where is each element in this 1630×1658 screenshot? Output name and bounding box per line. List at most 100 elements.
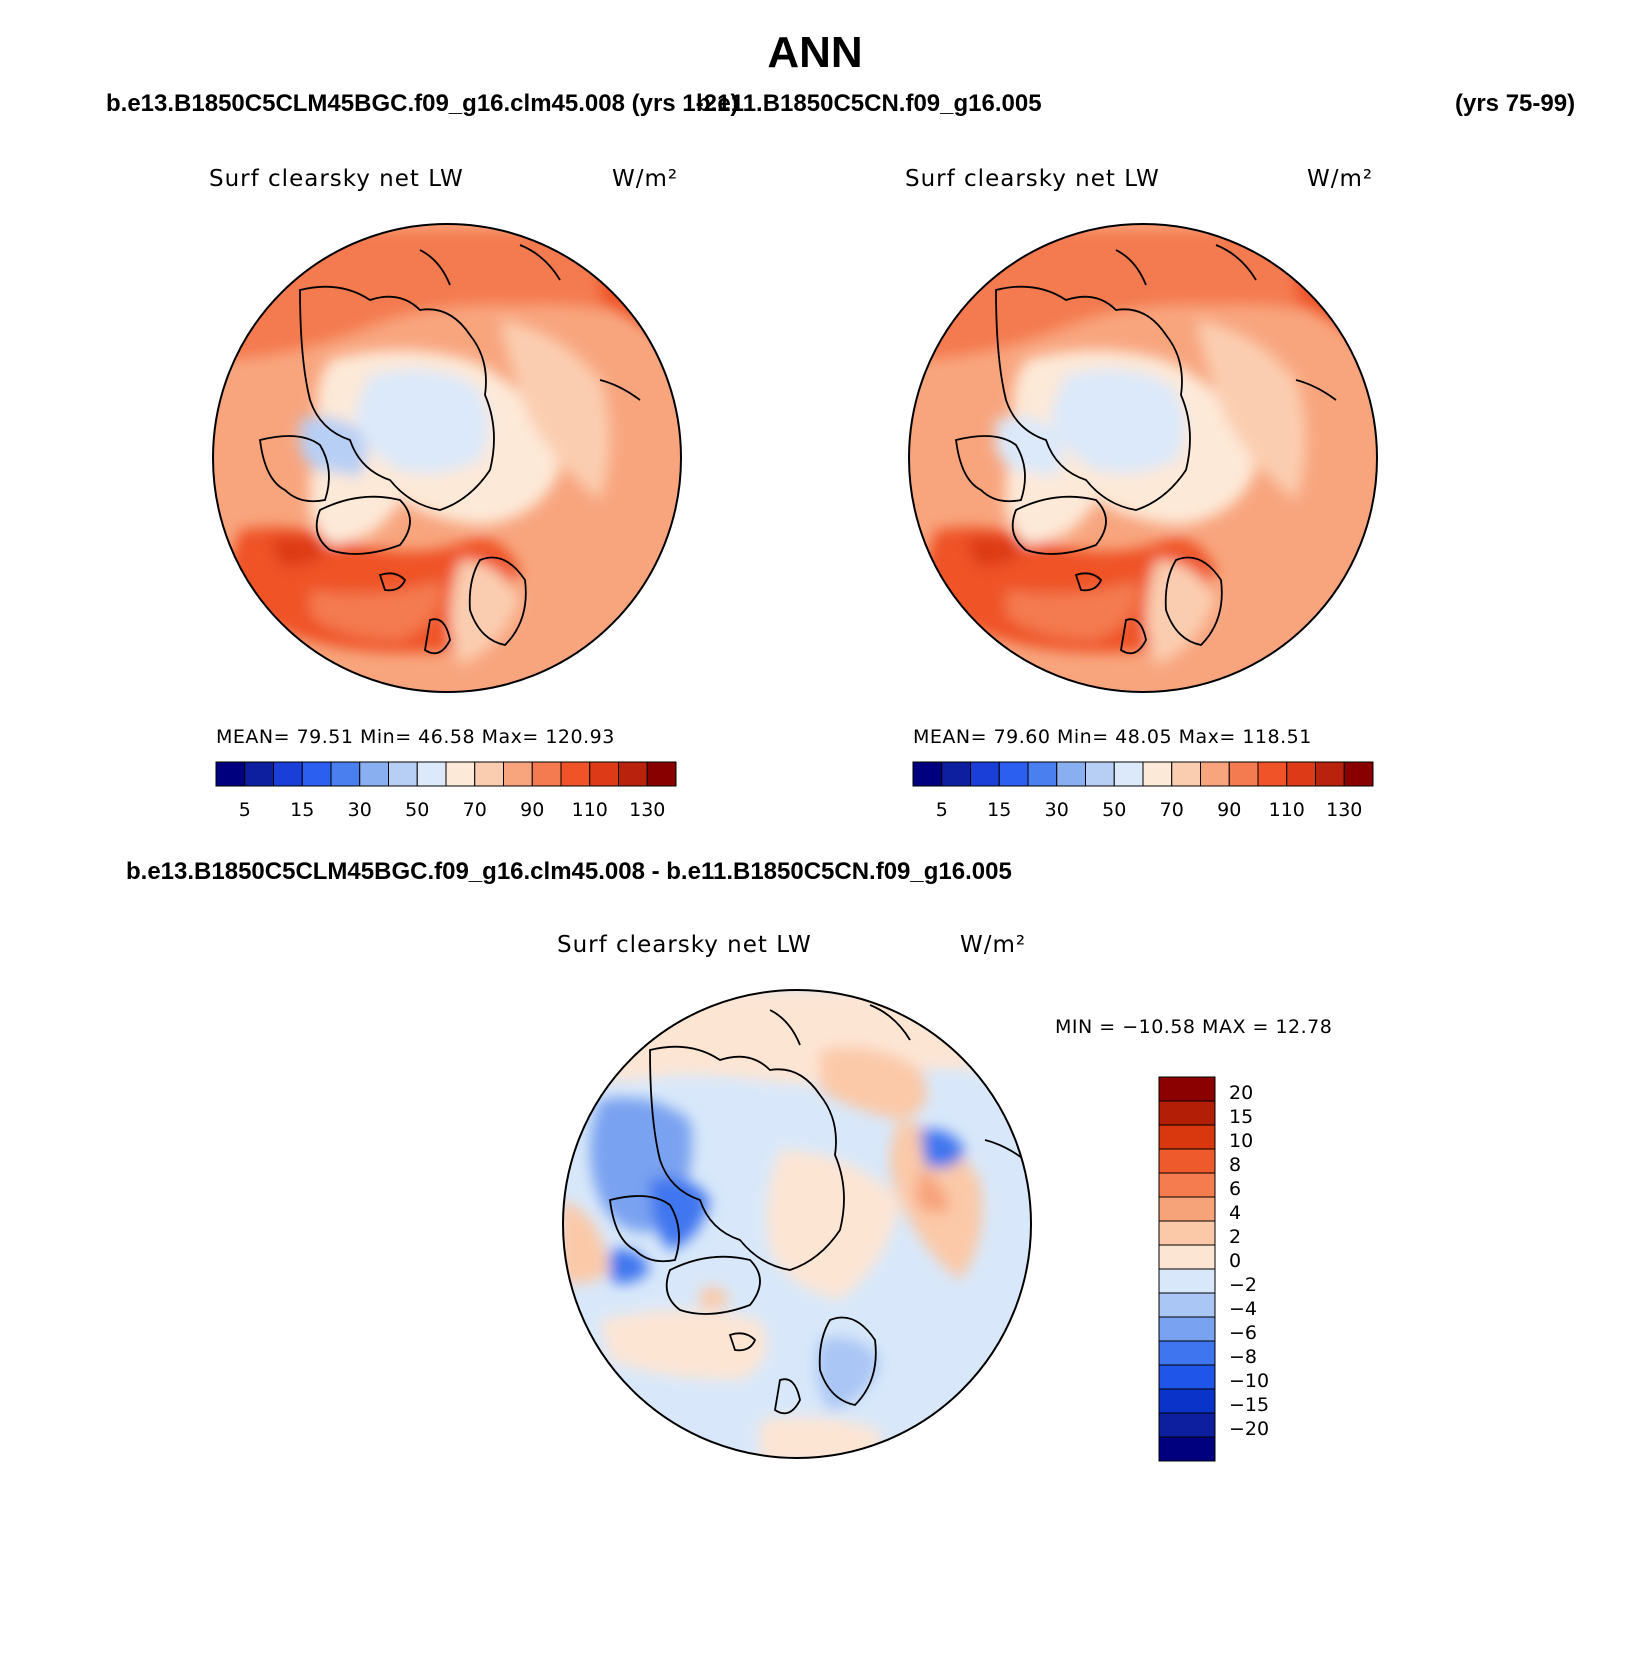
case2-label: b.e11.B1850C5CN.f09_g16.005 [696,90,1042,117]
diff-colorbar-swatch [1158,1268,1216,1294]
right-colorbar-swatch [912,761,943,787]
left-colorbar-swatch [388,761,418,787]
diff-colorbar-swatch [1158,1292,1216,1318]
right-colorbar-tick-label: 70 [1160,799,1184,821]
left-colorbar-swatch [301,761,332,787]
diff-colorbar-swatch [1158,1100,1216,1126]
diff-colorbar-swatch [1158,1316,1216,1342]
left-colorbar-tick-label: 5 [239,799,251,821]
diff-colorbar-tick-label: −6 [1229,1322,1257,1344]
left-colorbar-swatch [560,761,591,787]
right-colorbar-swatch [1142,761,1173,787]
right-colorbar-tick-label: 50 [1102,799,1126,821]
diff-colorbar-tick-label: −15 [1229,1394,1269,1416]
right-colorbar-swatch [1056,761,1086,787]
diff-colorbar-swatch [1158,1220,1216,1246]
left-colorbar-tick-label: 30 [348,799,372,821]
left-colorbar-swatch [215,761,246,787]
figure-title: ANN [767,28,863,77]
right-colorbar-swatch [1113,761,1144,787]
right-colorbar-swatch [941,761,971,787]
left-colorbar-swatch [244,761,274,787]
diff-colorbar-swatch [1158,1244,1216,1270]
left-colorbar-tick-label: 90 [520,799,544,821]
diff-colorbar-tick-label: 4 [1229,1202,1241,1224]
right-colorbar: 5 15 30 50 70 90 110 130 [912,761,1374,821]
case2-years: (yrs 75-99) [1455,90,1576,117]
left-panel-stats: MEAN= 79.51 Min= 46.58 Max= 120.93 [216,726,615,748]
diff-colorbar-tick-label: 15 [1229,1106,1253,1128]
right-colorbar-swatch [1228,761,1259,787]
left-panel-variable: Surf clearsky net LW [209,166,464,192]
left-colorbar: 5 15 30 50 70 90 110 130 [215,761,677,821]
diff-colorbar-tick-label: −8 [1229,1346,1257,1368]
diff-colorbar-swatch [1158,1172,1216,1198]
left-panel-units: W/m² [612,166,679,192]
right-colorbar-tick-label: 15 [987,799,1011,821]
diff-colorbar-swatch [1158,1388,1216,1414]
left-colorbar-swatch [359,761,389,787]
diff-colorbar-tick-label: −2 [1229,1274,1257,1296]
left-colorbar-tick-label: 130 [629,799,665,821]
right-colorbar-swatch [998,761,1029,787]
right-colorbar-swatch [970,761,1000,787]
diff-colorbar-swatch [1158,1196,1216,1222]
left-colorbar-swatch [416,761,447,787]
left-colorbar-tick-label: 15 [290,799,314,821]
right-colorbar-swatch [1343,761,1374,787]
diff-colorbar-tick-label: 8 [1229,1154,1241,1176]
right-panel-units: W/m² [1307,166,1374,192]
left-polar-map [212,223,682,693]
diff-colorbar-swatch [1158,1340,1216,1366]
left-colorbar-swatch [503,761,533,787]
left-colorbar-swatch [589,761,619,787]
case1-label: b.e13.B1850C5CLM45BGC.f09_g16.clm45.008 … [106,90,739,117]
right-colorbar-swatch [1286,761,1316,787]
right-colorbar-tick-label: 30 [1045,799,1069,821]
right-colorbar-swatch [1171,761,1201,787]
right-polar-map [908,223,1378,693]
diff-colorbar-tick-label: 0 [1229,1250,1241,1272]
left-colorbar-tick-label: 50 [405,799,429,821]
diff-colorbar-swatch [1158,1436,1216,1462]
right-colorbar-tick-label: 5 [936,799,948,821]
diff-colorbar-tick-label: 20 [1229,1082,1253,1104]
diff-panel-units: W/m² [960,932,1027,958]
left-colorbar-swatch [531,761,562,787]
diff-polar-map [562,989,1032,1459]
diff-colorbar-tick-label: 2 [1229,1226,1241,1248]
left-colorbar-tick-label: 110 [572,799,608,821]
right-colorbar-tick-label: 90 [1217,799,1241,821]
right-colorbar-swatch [1257,761,1288,787]
left-colorbar-swatch [445,761,476,787]
diff-colorbar-tick-label: −10 [1229,1370,1269,1392]
diff-label: b.e13.B1850C5CLM45BGC.f09_g16.clm45.008 … [126,858,1012,885]
diff-colorbar-swatch [1158,1148,1216,1174]
right-colorbar-swatch [1200,761,1230,787]
left-colorbar-swatch [330,761,361,787]
diff-colorbar-tick-label: −4 [1229,1298,1257,1320]
diff-colorbar-tick-label: 6 [1229,1178,1241,1200]
right-panel-variable: Surf clearsky net LW [905,166,1160,192]
right-colorbar-swatch [1085,761,1115,787]
diff-colorbar-swatch [1158,1364,1216,1390]
diff-colorbar-tick-label: −20 [1229,1418,1269,1440]
diff-colorbar-swatch [1158,1076,1216,1102]
right-colorbar-swatch [1027,761,1058,787]
right-panel-stats: MEAN= 79.60 Min= 48.05 Max= 118.51 [913,726,1312,748]
right-colorbar-swatch [1315,761,1345,787]
left-colorbar-swatch [618,761,648,787]
right-colorbar-tick-label: 110 [1269,799,1305,821]
left-colorbar-swatch [646,761,677,787]
diff-colorbar-swatch [1158,1124,1216,1150]
right-colorbar-tick-label: 130 [1326,799,1362,821]
left-colorbar-tick-label: 70 [463,799,487,821]
left-colorbar-swatch [474,761,504,787]
left-colorbar-swatch [273,761,303,787]
diff-panel-stats: MIN = −10.58 MAX = 12.78 [1055,1016,1333,1038]
diff-colorbar-swatch [1158,1412,1216,1438]
diff-colorbar-tick-label: 10 [1229,1130,1253,1152]
diff-panel-variable: Surf clearsky net LW [557,932,812,958]
